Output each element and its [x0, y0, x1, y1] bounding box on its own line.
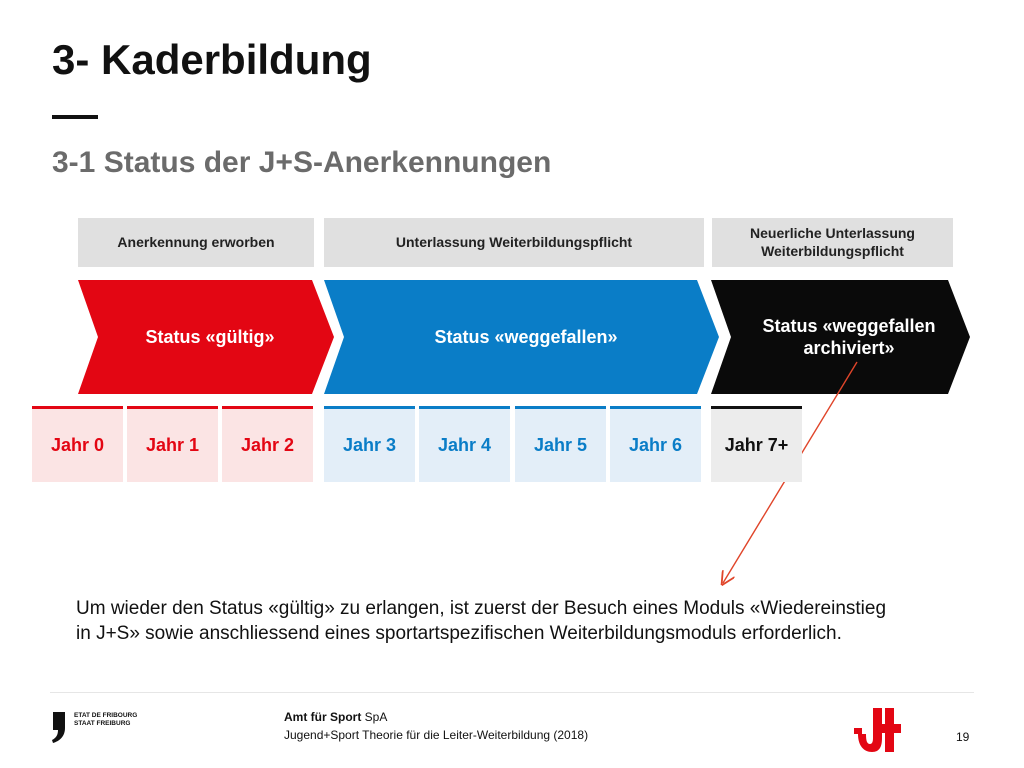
fribourg-comma-icon — [52, 712, 65, 743]
year-label: Jahr 0 — [50, 435, 105, 455]
footer-info: Amt für Sport SpA Jugend+Sport Theorie f… — [284, 708, 588, 744]
year-box-5: Jahr 5 — [515, 406, 606, 482]
year-box-6: Jahr 6 — [610, 406, 701, 482]
status-chevron-archiviert — [711, 280, 970, 394]
footer-course: Jugend+Sport Theorie für die Leiter-Weit… — [284, 728, 589, 742]
status-text: Status «weggefallen» — [434, 326, 618, 347]
status-text: Status «gültig» — [145, 326, 275, 347]
explanation-text: Um wieder den Status «gültig» zu erlange… — [76, 598, 887, 645]
jugend-sport-logo — [854, 708, 901, 752]
status-label-weggefallen: Status «weggefallen» — [346, 305, 706, 369]
year-label: Jahr 6 — [628, 435, 683, 455]
year-box-4: Jahr 4 — [419, 406, 510, 482]
header-anerkennung-erworben: Anerkennung erworben — [78, 218, 314, 267]
footer-divider — [50, 692, 974, 693]
header-label: Neuerliche Unterlassung Weiterbildungspf… — [750, 225, 915, 259]
year-label: Jahr 4 — [437, 435, 492, 455]
year-box-2: Jahr 2 — [222, 406, 313, 482]
year-label: Jahr 2 — [240, 435, 295, 455]
header-neuerliche-unterlassung: Neuerliche Unterlassung Weiterbildungspf… — [712, 218, 953, 267]
year-label: Jahr 5 — [533, 435, 588, 455]
year-box-3: Jahr 3 — [324, 406, 415, 482]
header-unterlassung: Unterlassung Weiterbildungspflicht — [324, 218, 704, 267]
year-box-1: Jahr 1 — [127, 406, 218, 482]
status-chevron-weggefallen — [324, 280, 719, 394]
header-label: Unterlassung Weiterbildungspflicht — [395, 233, 633, 250]
header-label: Anerkennung erworben — [117, 233, 275, 250]
canton-name-fr: ETAT DE FRIBOURG — [74, 712, 138, 719]
page-number: 19 — [956, 730, 970, 744]
year-label: Jahr 3 — [342, 435, 397, 455]
year-box-7: Jahr 7+ — [711, 406, 802, 482]
year-label: Jahr 1 — [145, 435, 200, 455]
slide-title: 3- Kaderbildung — [52, 36, 372, 83]
status-text: Status «weggefallen archiviert» — [762, 315, 936, 359]
year-label: Jahr 7+ — [724, 435, 789, 455]
status-chevron-gueltig — [78, 280, 334, 394]
status-label-gueltig: Status «gültig» — [100, 305, 320, 369]
footer-org-suffix: SpA — [364, 710, 388, 724]
footer-org: Amt für Sport — [284, 710, 362, 724]
status-label-archiviert: Status «weggefallen archiviert» — [732, 305, 966, 369]
year-box-0: Jahr 0 — [32, 406, 123, 482]
slide-subtitle: 3-1 Status der J+S-Anerkennungen — [52, 146, 552, 179]
canton-name-de: STAAT FREIBURG — [74, 720, 131, 728]
title-underline — [52, 115, 98, 119]
